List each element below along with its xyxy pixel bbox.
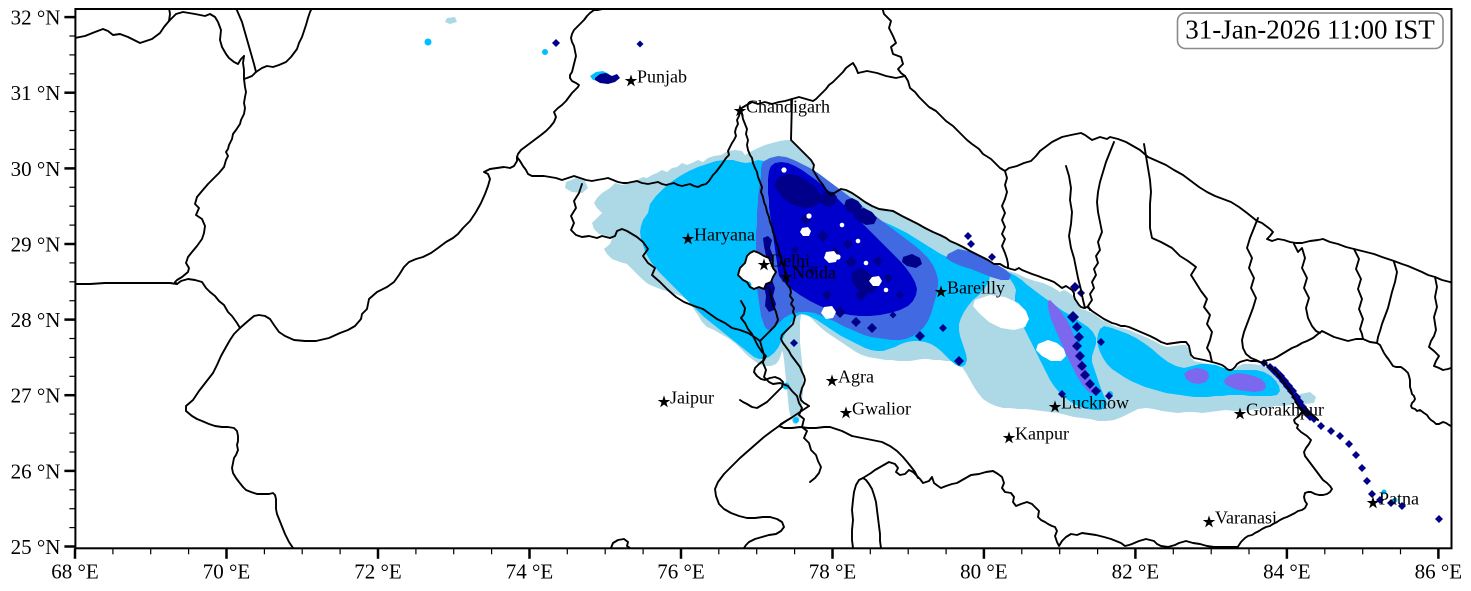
svg-text:Varanasi: Varanasi: [1215, 508, 1277, 528]
svg-text:29 °N: 29 °N: [11, 233, 61, 257]
svg-text:31-Jan-2026 11:00 IST: 31-Jan-2026 11:00 IST: [1185, 15, 1435, 45]
svg-text:Agra: Agra: [838, 367, 874, 387]
svg-text:72 °E: 72 °E: [354, 559, 401, 583]
svg-text:68 °E: 68 °E: [51, 559, 98, 583]
svg-text:Haryana: Haryana: [694, 225, 755, 245]
svg-text:Chandigarh: Chandigarh: [746, 97, 830, 117]
svg-text:Patna: Patna: [1379, 489, 1419, 509]
svg-text:Gwalior: Gwalior: [852, 399, 911, 419]
svg-text:32 °N: 32 °N: [11, 6, 61, 30]
svg-text:Kanpur: Kanpur: [1015, 424, 1069, 444]
svg-text:84 °E: 84 °E: [1263, 559, 1310, 583]
svg-text:27 °N: 27 °N: [11, 384, 61, 408]
svg-text:78 °E: 78 °E: [809, 559, 856, 583]
svg-text:26 °N: 26 °N: [11, 459, 61, 483]
svg-text:70 °E: 70 °E: [203, 559, 250, 583]
svg-text:Noida: Noida: [792, 263, 836, 283]
svg-text:Delhi: Delhi: [770, 251, 810, 271]
svg-text:25 °N: 25 °N: [11, 535, 61, 559]
svg-text:Jaipur: Jaipur: [670, 388, 714, 408]
svg-text:80 °E: 80 °E: [960, 559, 1007, 583]
svg-text:82 °E: 82 °E: [1112, 559, 1159, 583]
svg-text:86 °E: 86 °E: [1415, 559, 1462, 583]
svg-text:74 °E: 74 °E: [506, 559, 553, 583]
svg-text:Lucknow: Lucknow: [1061, 393, 1129, 413]
svg-text:76 °E: 76 °E: [657, 559, 704, 583]
svg-text:31 °N: 31 °N: [11, 81, 61, 105]
svg-text:Punjab: Punjab: [637, 67, 687, 87]
svg-text:Gorakhpur: Gorakhpur: [1246, 400, 1324, 420]
svg-text:Bareilly: Bareilly: [947, 278, 1005, 298]
svg-text:28 °N: 28 °N: [11, 308, 61, 332]
svg-text:30 °N: 30 °N: [11, 157, 61, 181]
